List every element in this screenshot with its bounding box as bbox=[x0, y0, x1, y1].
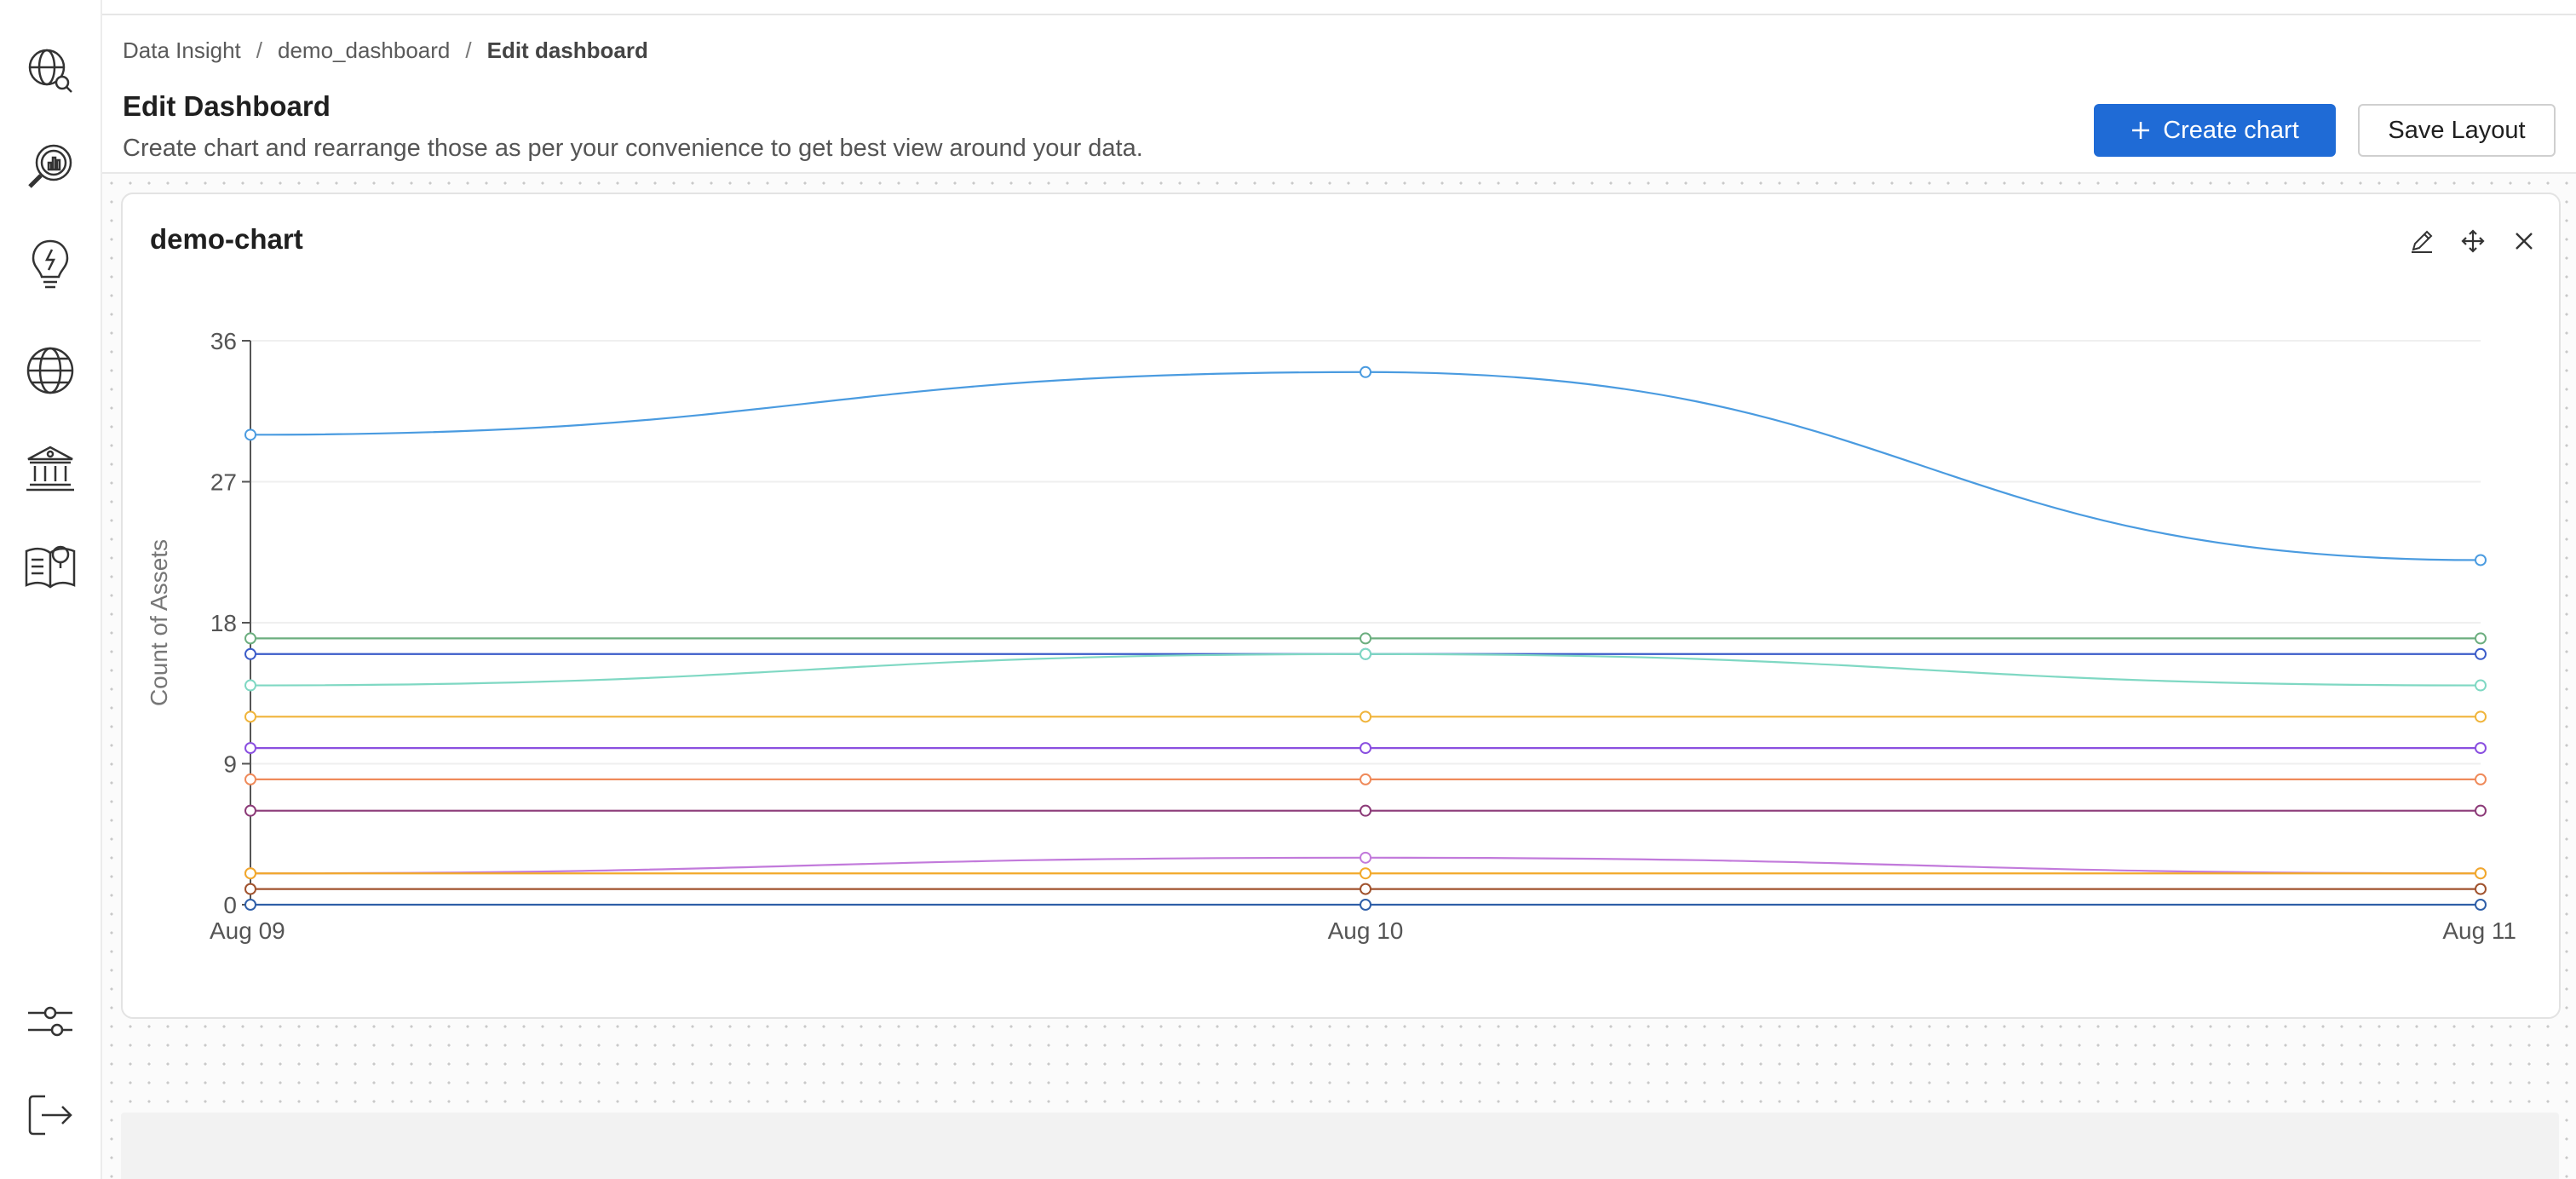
sidebar-item-domains[interactable] bbox=[17, 337, 83, 404]
data-point bbox=[244, 804, 256, 817]
data-point bbox=[1360, 647, 1371, 660]
chart-title: demo-chart bbox=[150, 223, 303, 255]
y-tick-label: 27 bbox=[210, 469, 237, 496]
y-axis-label: Count of Assets bbox=[146, 539, 172, 706]
data-point bbox=[244, 428, 256, 441]
breadcrumb-dashboard[interactable]: demo_dashboard bbox=[277, 37, 451, 63]
data-point bbox=[244, 632, 256, 645]
move-icon bbox=[2461, 229, 2485, 253]
data-point bbox=[244, 679, 256, 692]
data-point bbox=[1360, 742, 1371, 755]
breadcrumb-data-insight[interactable]: Data Insight bbox=[123, 37, 241, 63]
data-point bbox=[2475, 883, 2487, 895]
header-divider bbox=[102, 172, 2576, 174]
move-chart-button[interactable] bbox=[2457, 225, 2489, 257]
data-point bbox=[244, 647, 256, 660]
create-chart-button[interactable]: Create chart bbox=[2094, 104, 2336, 157]
x-tick-label: Aug 10 bbox=[1328, 917, 1404, 944]
data-point bbox=[244, 867, 256, 880]
breadcrumb-separator: / bbox=[465, 37, 472, 63]
settings-sliders-icon bbox=[28, 1006, 72, 1037]
edit-icon bbox=[2412, 230, 2433, 253]
breadcrumb: Data Insight / demo_dashboard / Edit das… bbox=[123, 37, 648, 64]
x-tick-label: Aug 09 bbox=[210, 917, 285, 944]
sidebar-item-glossary[interactable] bbox=[17, 533, 83, 600]
data-point bbox=[1360, 632, 1371, 645]
data-point bbox=[1360, 710, 1371, 723]
data-point bbox=[1360, 883, 1371, 895]
governance-building-icon bbox=[26, 446, 74, 492]
y-tick-label: 36 bbox=[210, 328, 237, 354]
series-line bbox=[250, 371, 2481, 561]
data-point bbox=[244, 899, 256, 911]
sidebar-item-data-insight[interactable] bbox=[17, 133, 83, 199]
sidebar bbox=[0, 0, 102, 1179]
x-tick-label: Aug 11 bbox=[2442, 917, 2516, 944]
sidebar-item-settings[interactable] bbox=[17, 988, 83, 1055]
close-icon bbox=[2516, 233, 2533, 250]
globe-icon bbox=[26, 347, 74, 394]
sidebar-item-observability[interactable] bbox=[17, 230, 83, 296]
top-bar bbox=[102, 0, 2576, 15]
data-point bbox=[1360, 365, 1371, 378]
y-tick-label: 18 bbox=[210, 610, 237, 636]
chart-card[interactable]: demo-chart 0 9 18 27 36 Aug 09 Aug 10 Aug 11 Cou… bbox=[121, 193, 2561, 1019]
plus-icon bbox=[2132, 122, 2150, 139]
data-point bbox=[244, 710, 256, 723]
data-point bbox=[1360, 867, 1371, 880]
line-chart: 0 9 18 27 36 Aug 09 Aug 10 Aug 11 Count of Asset… bbox=[146, 328, 2516, 944]
data-point bbox=[1360, 804, 1371, 817]
data-point bbox=[1360, 851, 1371, 864]
lightbulb-icon bbox=[32, 239, 69, 289]
y-tick-label: 0 bbox=[223, 892, 237, 918]
data-point bbox=[244, 883, 256, 895]
globe-search-icon bbox=[28, 49, 72, 93]
page-title: Edit Dashboard bbox=[123, 90, 331, 122]
breadcrumb-current: Edit dashboard bbox=[486, 37, 648, 63]
logout-icon bbox=[28, 1095, 72, 1136]
data-point bbox=[2475, 679, 2487, 692]
insights-magnifier-icon bbox=[28, 144, 72, 188]
edit-chart-button[interactable] bbox=[2406, 225, 2438, 257]
data-point bbox=[1360, 899, 1371, 911]
page-subtitle: Create chart and rearrange those as per … bbox=[123, 135, 1143, 162]
data-point bbox=[2475, 742, 2487, 755]
sidebar-item-governance[interactable] bbox=[17, 434, 83, 501]
create-chart-label: Create chart bbox=[2163, 116, 2299, 144]
remove-chart-button[interactable] bbox=[2508, 225, 2540, 257]
sidebar-item-logout[interactable] bbox=[17, 1082, 83, 1148]
data-point bbox=[2475, 804, 2487, 817]
data-point bbox=[2475, 899, 2487, 911]
glossary-book-icon bbox=[25, 545, 76, 589]
next-chart-card bbox=[121, 1113, 2559, 1179]
data-point bbox=[244, 773, 256, 785]
data-point bbox=[2475, 632, 2487, 645]
data-point bbox=[2475, 867, 2487, 880]
y-tick-label: 9 bbox=[223, 751, 237, 778]
sidebar-item-explore[interactable] bbox=[17, 37, 83, 104]
data-point bbox=[244, 742, 256, 755]
data-point bbox=[2475, 710, 2487, 723]
data-point bbox=[2475, 773, 2487, 785]
data-point bbox=[2475, 647, 2487, 660]
data-point bbox=[2475, 554, 2487, 566]
data-point bbox=[1360, 773, 1371, 785]
breadcrumb-separator: / bbox=[256, 37, 262, 63]
save-layout-button[interactable]: Save Layout bbox=[2358, 104, 2556, 157]
card-actions bbox=[2406, 225, 2540, 257]
